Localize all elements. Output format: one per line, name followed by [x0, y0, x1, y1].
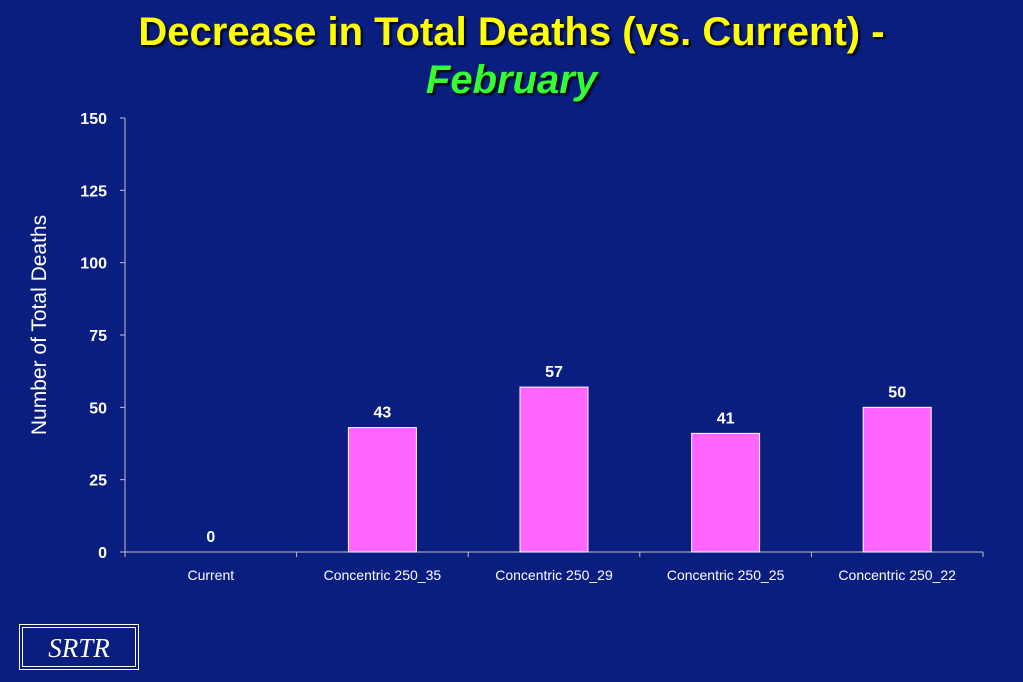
data-label: 50: [888, 384, 906, 401]
x-tick-label: Concentric 250_22: [838, 567, 956, 583]
chart-title-sub: February: [425, 58, 598, 102]
chart-title-main: Decrease in Total Deaths (vs. Current) -: [138, 10, 885, 54]
y-tick-label: 100: [80, 256, 107, 273]
x-tick-label: Concentric 250_35: [324, 567, 442, 583]
data-label: 43: [374, 405, 392, 422]
y-tick-label: 75: [89, 328, 107, 345]
bar: [347, 427, 417, 553]
data-labels: 0 43 57 41 50: [206, 364, 906, 546]
y-tick-label: 0: [98, 545, 107, 562]
bars: [347, 386, 932, 553]
bar: [519, 386, 589, 553]
y-tick-label: 150: [80, 111, 107, 128]
srtr-logo: SRTR: [19, 624, 139, 670]
chart-title: Decrease in Total Deaths (vs. Current) -…: [0, 8, 1023, 104]
data-label: 41: [717, 410, 735, 427]
x-tick-label: Concentric 250_25: [667, 567, 785, 583]
y-axis-label: Number of Total Deaths: [28, 215, 51, 435]
x-axis: Current Concentric 250_35 Concentric 250_2…: [124, 551, 984, 583]
bar: [862, 406, 932, 553]
y-axis: 0 25 50 75 100 125 150: [80, 111, 126, 562]
bar: [691, 432, 761, 553]
data-label: 57: [545, 364, 563, 381]
y-tick-label: 125: [80, 183, 107, 200]
y-tick-label: 25: [89, 473, 107, 490]
x-tick-label: Current: [187, 567, 234, 583]
data-label: 0: [206, 529, 215, 546]
y-tick-label: 50: [89, 400, 107, 417]
x-tick-label: Concentric 250_29: [495, 567, 613, 583]
